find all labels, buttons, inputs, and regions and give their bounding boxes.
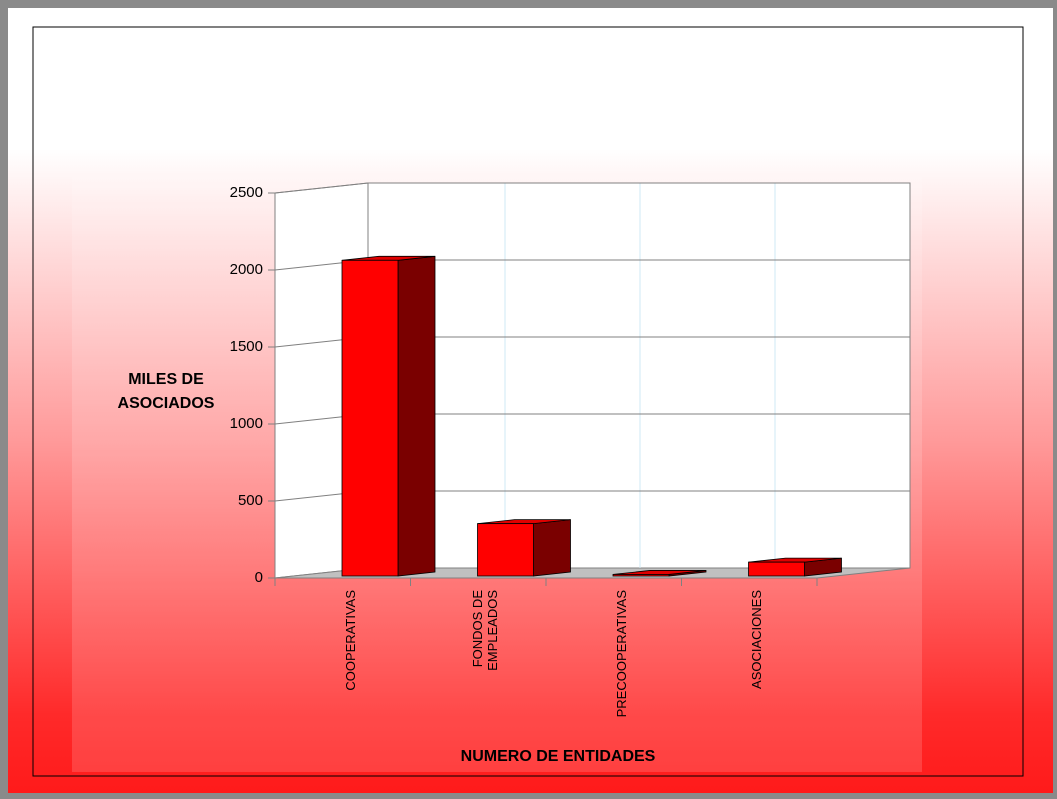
bar (612, 574, 670, 577)
x-tick-label: PRECOOPERATIVAS (613, 590, 629, 718)
y-tick-label: 0 (255, 569, 263, 586)
bar (341, 259, 399, 577)
frame (32, 26, 1024, 777)
x-axis-title: NUMERO DE ENTIDADES (460, 748, 656, 765)
bar-side (533, 519, 571, 577)
y-tick-label: 2000 (230, 261, 263, 278)
x-tick-label: ASOCIACIONES (749, 590, 765, 689)
y-tick-label: 500 (238, 492, 263, 509)
x-tick-label: FONDOS DE EMPLEADOS (470, 590, 501, 671)
y-tick-label: 2500 (230, 184, 263, 201)
bar-side (397, 255, 436, 577)
y-tick-label: 1000 (230, 415, 263, 432)
y-axis-title: MILES DE ASOCIADOS (117, 371, 215, 412)
bar (748, 561, 805, 577)
back-wall (367, 182, 911, 569)
y-tick-label: 1500 (230, 338, 263, 355)
x-tick-label: COOPERATIVAS (342, 590, 358, 691)
bar (477, 523, 534, 577)
grid-line (274, 182, 369, 194)
